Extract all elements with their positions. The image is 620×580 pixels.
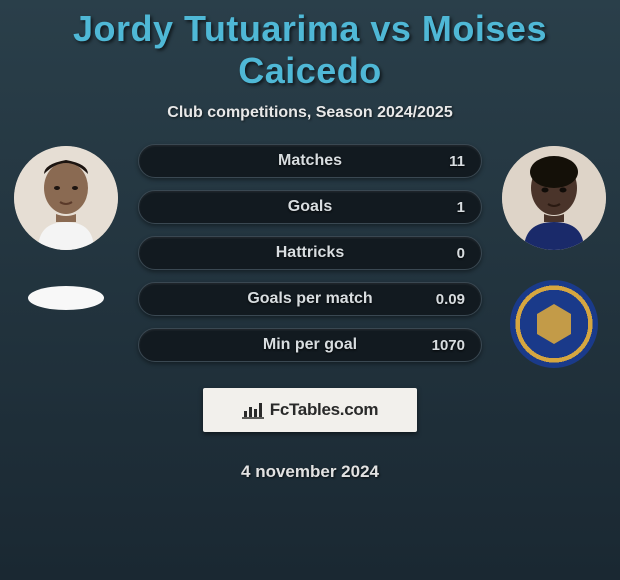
brand-badge: FcTables.com: [203, 388, 417, 432]
comparison-card: Jordy Tutuarima vs Moises Caicedo Club c…: [0, 0, 620, 482]
brand-text: FcTables.com: [270, 400, 379, 420]
player-left-club-icon: [18, 280, 114, 316]
bar-chart-icon: [242, 401, 264, 419]
stats-list: Matches 11 Goals 1 Hattricks 0 Goals per…: [138, 144, 482, 482]
player-right-avatar: [502, 146, 606, 250]
stat-label: Goals per match: [157, 290, 463, 308]
stat-label: Min per goal: [157, 336, 463, 354]
stat-row-min-per-goal: Min per goal 1070: [138, 328, 482, 362]
stat-right-value: 1070: [429, 337, 465, 354]
stat-label: Hattricks: [157, 244, 463, 262]
body-area: Matches 11 Goals 1 Hattricks 0 Goals per…: [0, 144, 620, 482]
stat-row-goals-per-match: Goals per match 0.09: [138, 282, 482, 316]
stat-row-matches: Matches 11: [138, 144, 482, 178]
stat-right-value: 0.09: [429, 291, 465, 308]
page-title: Jordy Tutuarima vs Moises Caicedo: [0, 8, 620, 92]
stat-row-hattricks: Hattricks 0: [138, 236, 482, 270]
player-left-column: [14, 144, 118, 316]
player-left-avatar: [14, 146, 118, 250]
player-right-club-icon: [506, 280, 602, 368]
player-right-column: [502, 144, 606, 368]
stat-row-goals: Goals 1: [138, 190, 482, 224]
stat-label: Goals: [157, 198, 463, 216]
subtitle: Club competitions, Season 2024/2025: [0, 104, 620, 122]
stat-right-value: 0: [429, 245, 465, 262]
date-text: 4 november 2024: [138, 462, 482, 482]
stat-label: Matches: [157, 152, 463, 170]
stat-right-value: 11: [429, 153, 465, 170]
stat-right-value: 1: [429, 199, 465, 216]
